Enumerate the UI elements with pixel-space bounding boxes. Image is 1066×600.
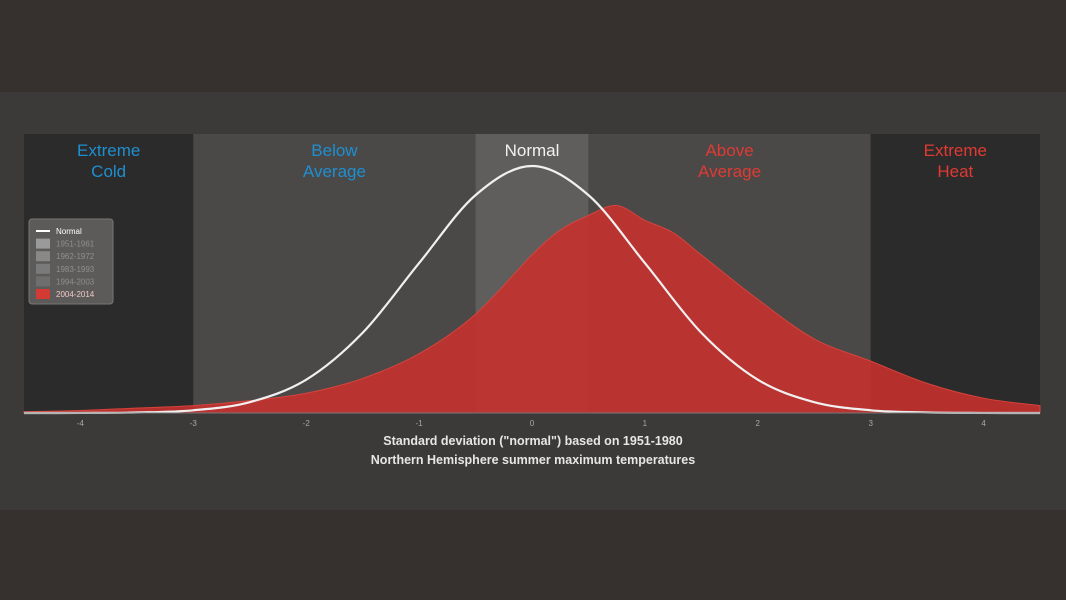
- region-label-above-average: Above Average: [698, 141, 761, 181]
- x-tick-label: -1: [416, 419, 424, 428]
- region-label-normal: Normal: [505, 141, 560, 160]
- legend-swatch: [36, 263, 50, 274]
- x-tick-label: 1: [643, 419, 648, 428]
- top-band: [0, 0, 1066, 92]
- legend: Normal 1951-1961 1962-1972 1983-1993 1994-20…: [28, 218, 114, 305]
- x-tick-label: 4: [981, 419, 986, 428]
- region-extreme-heat: [870, 134, 1040, 413]
- region-labels-layer: Extreme Cold Below Average Normal Above Averag…: [77, 141, 987, 181]
- series-line-normal: [23, 164, 1041, 415]
- legend-swatch: [36, 238, 50, 249]
- area-series-layer: [23, 205, 1041, 414]
- x-tick-label: 3: [868, 419, 873, 428]
- x-axis: -4 -3 -2 -1 0 1 2 3 4: [24, 412, 1040, 428]
- caption-line-1: Standard deviation ("normal") based on 1…: [383, 434, 682, 448]
- x-tick-label: -4: [77, 419, 85, 428]
- legend-label: Normal: [56, 227, 82, 236]
- legend-swatch: [36, 289, 50, 299]
- bottom-band: [0, 510, 1066, 600]
- region-label-extreme-cold: Extreme Cold: [77, 141, 140, 181]
- legend-label: 1983-1993: [56, 265, 95, 274]
- legend-swatch: [36, 276, 50, 287]
- line-series-layer: [23, 164, 1041, 415]
- region-label-extreme-heat: Extreme Heat: [924, 141, 987, 181]
- legend-label: 1962-1972: [56, 252, 95, 261]
- legend-label: 2004-2014: [56, 290, 95, 299]
- x-tick-label: 0: [530, 419, 535, 428]
- x-tick-label: -3: [190, 419, 198, 428]
- x-tick-label: 2: [756, 419, 761, 428]
- region-label-below-average: Below Average: [303, 141, 366, 181]
- series-area-2004-2014: [23, 205, 1041, 414]
- legend-label: 1994-2003: [56, 277, 95, 286]
- legend-label: 1951-1961: [56, 240, 95, 249]
- legend-swatch: [36, 251, 50, 262]
- caption-line-2: Northern Hemisphere summer maximum tempe…: [371, 453, 695, 467]
- x-tick-label: -2: [303, 419, 311, 428]
